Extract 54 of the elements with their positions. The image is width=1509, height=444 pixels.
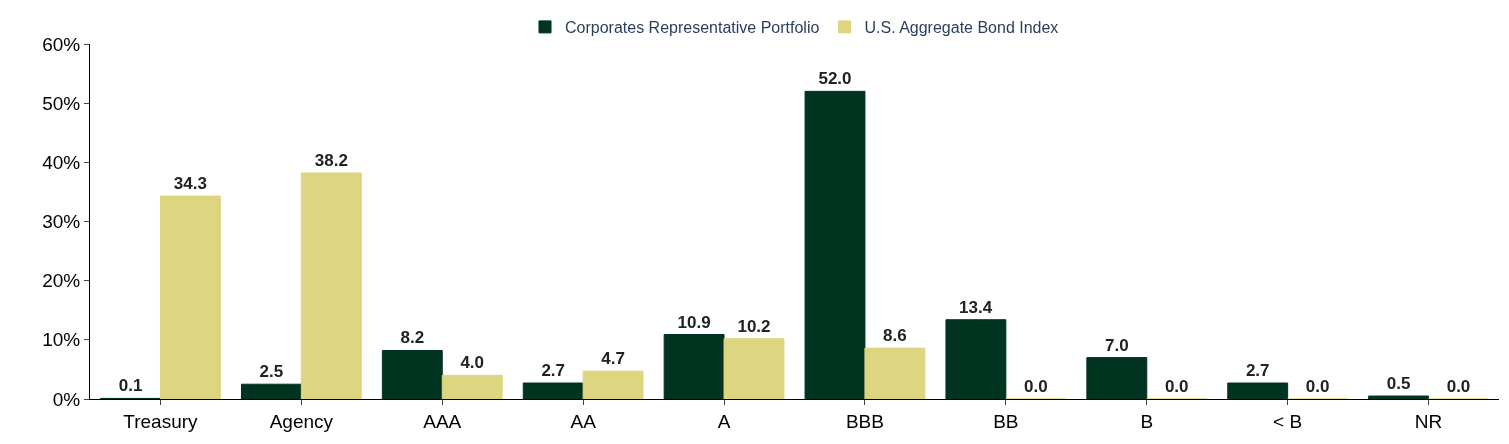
bar: [804, 90, 866, 399]
bar: [1368, 395, 1430, 399]
bar: [723, 338, 785, 399]
data-label: 0.5: [1386, 374, 1411, 394]
data-label: 10.2: [737, 316, 771, 336]
data-label: 38.2: [314, 150, 348, 170]
data-label: 8.6: [883, 326, 907, 346]
legend-label: Corporates Representative Portfolio: [565, 19, 820, 37]
data-label: 4.0: [460, 353, 485, 373]
bar: [441, 374, 503, 399]
bar: [240, 383, 302, 399]
data-label: 7.0: [1104, 335, 1129, 355]
data-label: 13.4: [959, 297, 993, 317]
x-tick-label: < B: [1273, 410, 1303, 432]
x-tick-label: B: [1140, 410, 1154, 432]
y-tick-label: 10%: [42, 329, 81, 351]
data-label: 0.1: [118, 376, 143, 396]
bar: [663, 334, 725, 399]
data-label: 0.0: [1164, 377, 1189, 396]
bar: [381, 349, 443, 399]
data-label: 2.7: [1245, 361, 1270, 381]
data-label: 4.7: [601, 349, 625, 369]
data-label: 8.2: [400, 328, 425, 348]
bar: [864, 347, 926, 399]
bar: [300, 172, 362, 399]
x-tick-label: AAA: [423, 410, 462, 432]
x-tick-label: BBB: [845, 410, 884, 432]
bar: [522, 382, 584, 399]
data-label: 2.5: [259, 362, 284, 382]
x-tick-label: Treasury: [123, 410, 199, 432]
x-tick-label: BB: [993, 410, 1019, 432]
y-tick-label: 0%: [52, 388, 81, 410]
y-tick-label: 20%: [42, 270, 81, 292]
y-tick-label: 60%: [42, 33, 81, 55]
bar: [582, 370, 644, 399]
x-tick-label: A: [717, 410, 731, 432]
bar: [1086, 357, 1148, 399]
bar: [945, 319, 1007, 399]
data-label: 10.9: [677, 312, 711, 332]
data-label: 2.7: [541, 361, 566, 381]
y-tick-label: 30%: [42, 211, 81, 233]
data-label: 34.3: [173, 174, 207, 194]
legend-label: U.S. Aggregate Bond Index: [864, 19, 1059, 37]
y-tick-label: 50%: [42, 92, 81, 114]
bar: [1227, 382, 1289, 399]
x-tick-label: Agency: [269, 410, 334, 432]
data-label: 52.0: [818, 69, 852, 89]
y-tick-label: 40%: [42, 151, 81, 173]
bar: [159, 195, 221, 399]
data-label: 0.0: [1023, 377, 1048, 396]
x-tick-label: NR: [1414, 410, 1443, 432]
data-label: 0.0: [1305, 377, 1330, 396]
data-label: 0.0: [1446, 377, 1471, 396]
x-tick-label: AA: [570, 410, 597, 432]
